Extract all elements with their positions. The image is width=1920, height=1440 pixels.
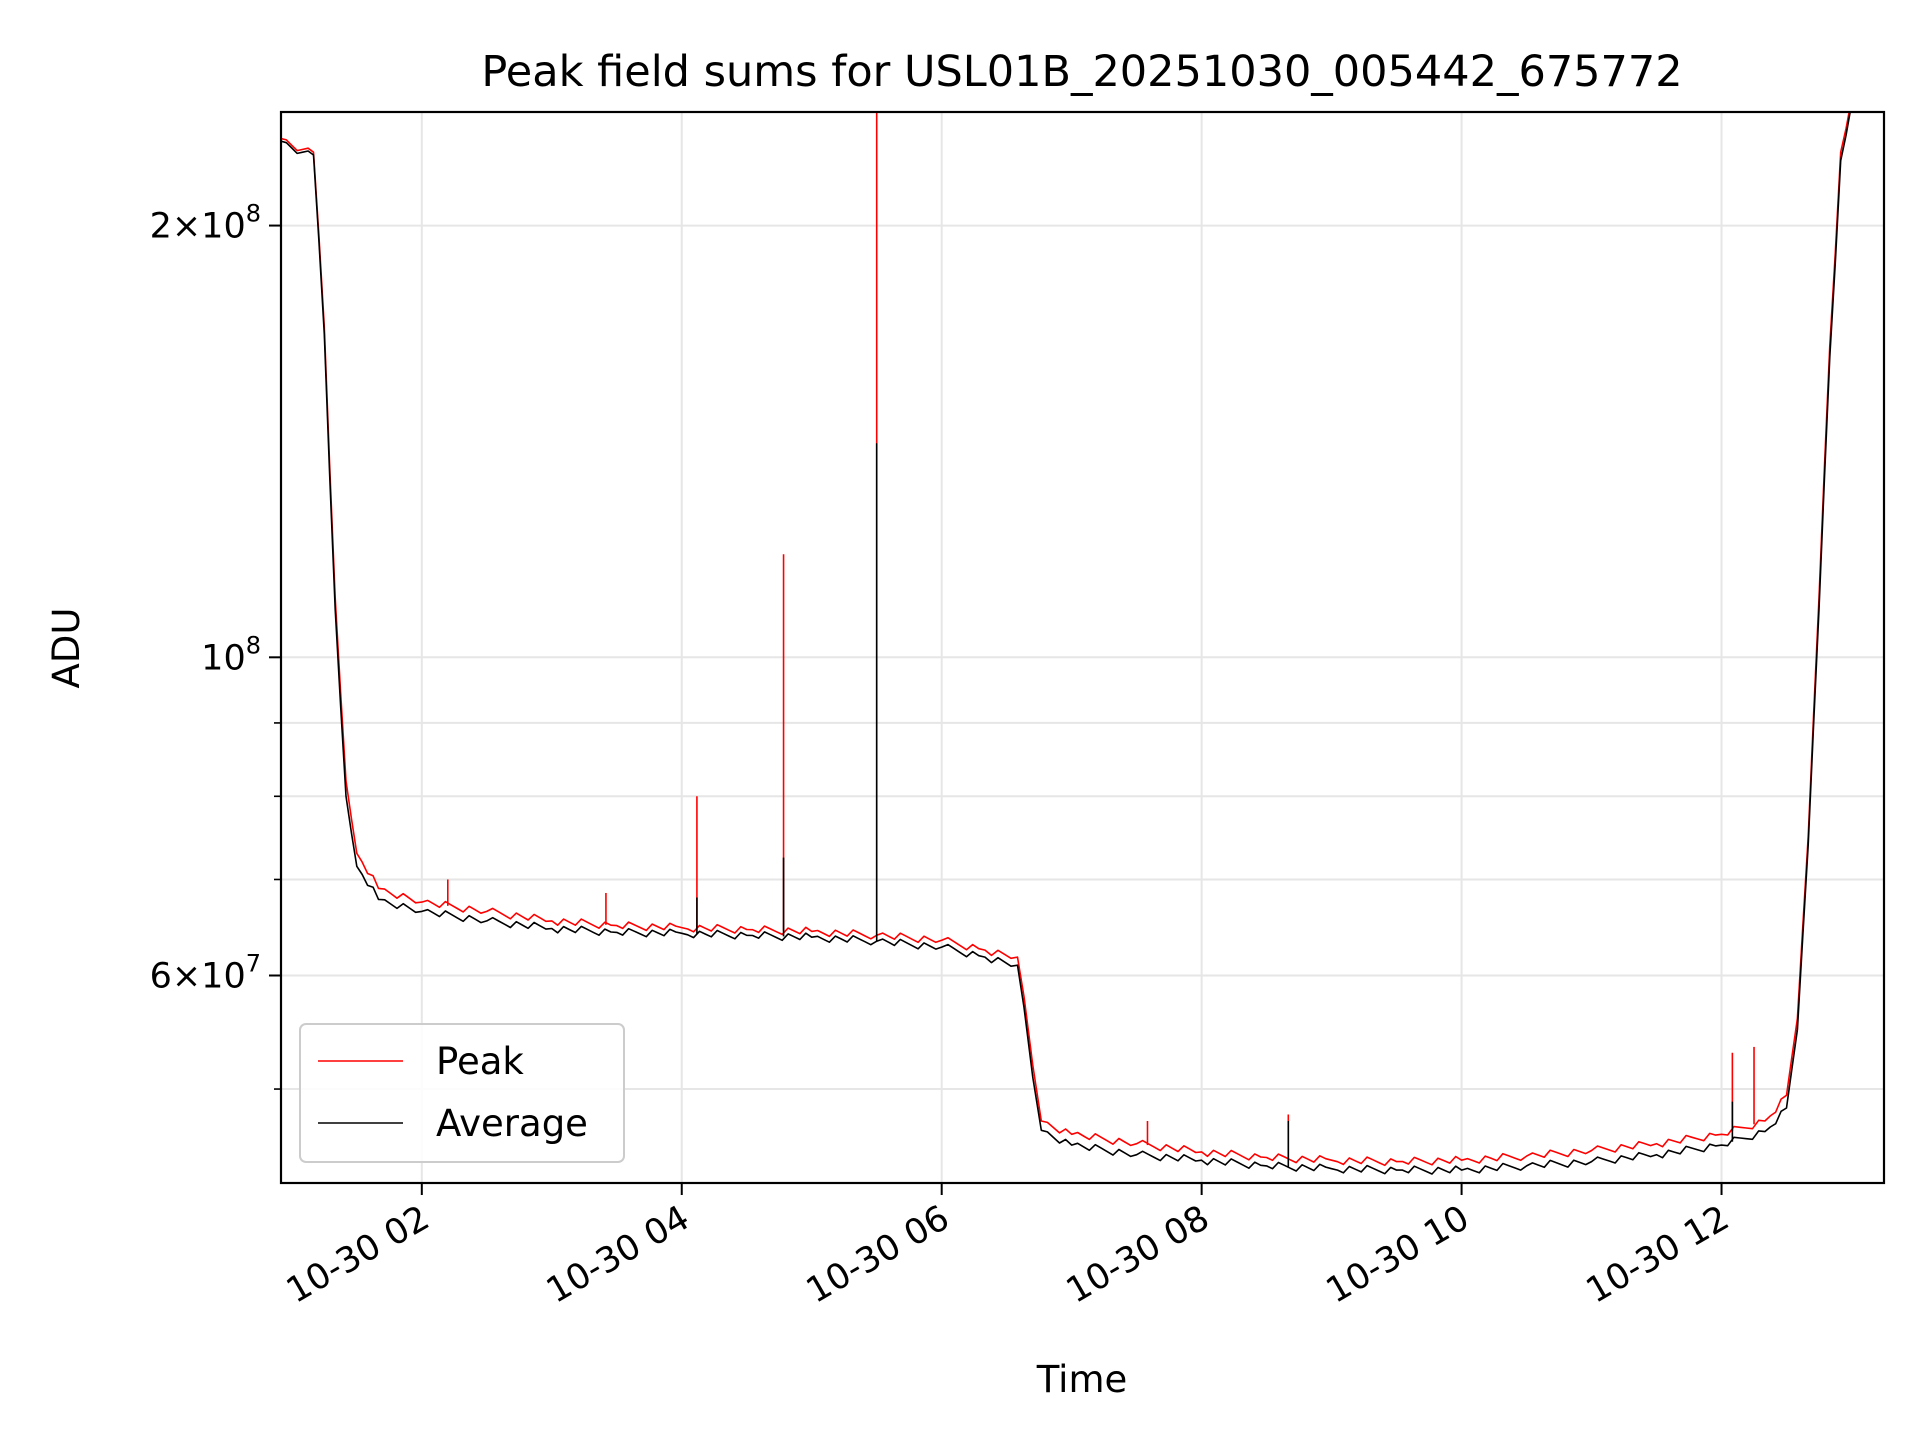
y-axis-label: ADU (45, 608, 88, 689)
legend-frame (299, 1023, 625, 1163)
legend-label-peak: Peak (436, 1040, 524, 1083)
legend: Peak Average (299, 1023, 625, 1163)
plot-series (281, 112, 1851, 1175)
y-axis: 108 6×107 2×108 (150, 200, 281, 1090)
chart-title: Peak field sums for USL01B_20251030_0054… (481, 47, 1682, 97)
y-tick-label: 108 (201, 631, 261, 678)
plot-frame (279, 110, 1886, 1185)
series-average (281, 112, 1851, 1175)
y-tick-label: 6×107 (150, 949, 261, 996)
grid-lines (281, 112, 1884, 1183)
y-tick-label: 2×108 (150, 200, 261, 247)
series-line-peak (281, 112, 1850, 1167)
x-axis-label: Time (1036, 1358, 1128, 1401)
series-line-average (281, 112, 1851, 1175)
legend-label-average: Average (436, 1102, 588, 1145)
